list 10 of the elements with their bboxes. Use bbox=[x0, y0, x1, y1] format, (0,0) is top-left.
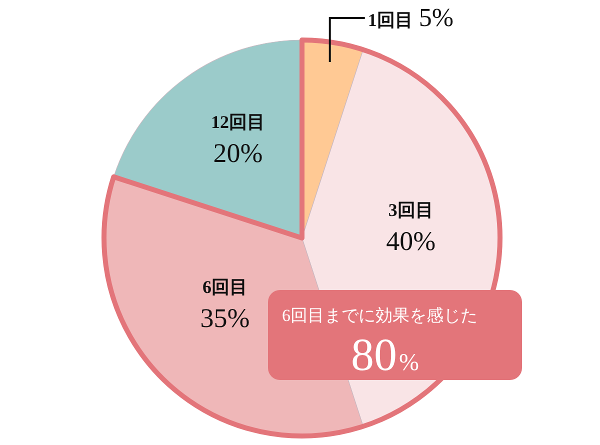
data-label: 20% bbox=[213, 138, 263, 168]
data-label: 35% bbox=[200, 303, 250, 334]
text: 6回目までに効果を感じた bbox=[282, 306, 478, 325]
text: 80% bbox=[351, 329, 419, 380]
slice-label: 12回目 bbox=[210, 112, 265, 132]
slice-label: 3回目 bbox=[388, 200, 434, 220]
data-label: 5% bbox=[418, 3, 454, 32]
data-label: 40% bbox=[386, 226, 436, 256]
slice-label: 6回目 bbox=[202, 277, 248, 298]
slice-label: 1回目 bbox=[368, 10, 413, 30]
